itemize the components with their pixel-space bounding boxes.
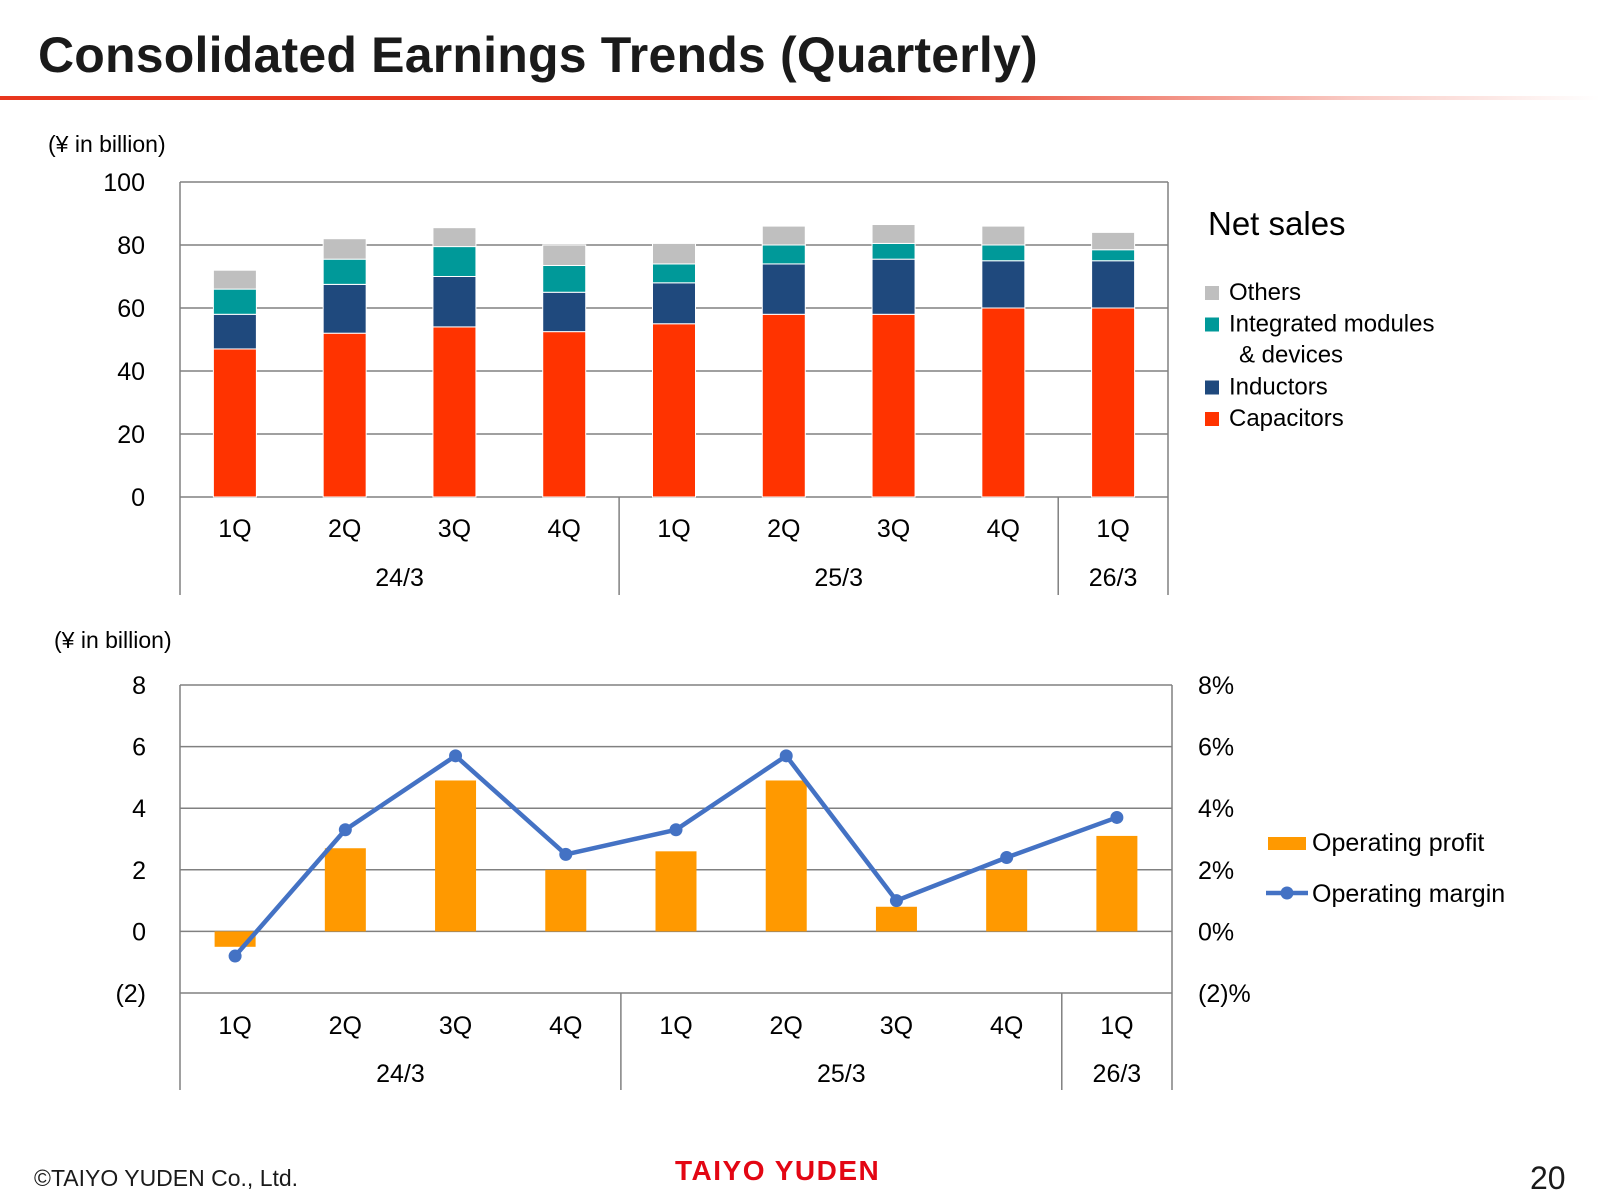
- profit-y-tick-label: 4: [132, 795, 146, 823]
- margin-point: [339, 823, 352, 836]
- company-logo: TAIYO YUDEN: [675, 1155, 880, 1187]
- margin-point: [449, 749, 462, 762]
- page-number: 20: [1530, 1160, 1566, 1197]
- profit-x-tick-label: 4Q: [549, 1012, 582, 1040]
- profit-x-tick-label: 3Q: [439, 1012, 472, 1040]
- profit-y2-tick-label: 8%: [1198, 672, 1234, 700]
- profit-bar: [766, 780, 807, 931]
- profit-legend-swatch: [1268, 837, 1306, 850]
- margin-legend-label: Operating margin: [1312, 880, 1505, 908]
- profit-bar: [435, 780, 476, 931]
- profit-unit-label: (¥ in billion): [54, 627, 172, 653]
- margin-point: [229, 950, 242, 963]
- profit-y2-tick-label: 6%: [1198, 734, 1234, 762]
- margin-point: [670, 823, 683, 836]
- profit-bar: [1096, 836, 1137, 931]
- profit-y2-tick-label: 0%: [1198, 918, 1234, 946]
- profit-bar: [986, 870, 1027, 932]
- profit-legend-label: Operating profit: [1312, 829, 1484, 857]
- profit-x-tick-label: 2Q: [770, 1012, 803, 1040]
- operating-profit-chart: (¥ in billion) (2) (2)% 0 0% 2 2% 4 4% 6 6% 8 8% 1Q 2Q…: [0, 0, 1600, 1130]
- profit-y-tick-label: 0: [132, 918, 146, 946]
- profit-bar: [325, 848, 366, 931]
- profit-x-tick-label: 1Q: [1100, 1012, 1133, 1040]
- profit-y2-tick-label: (2)%: [1198, 980, 1251, 1008]
- margin-point: [780, 749, 793, 762]
- profit-y2-tick-label: 2%: [1198, 857, 1234, 885]
- margin-point: [890, 894, 903, 907]
- profit-y-tick-label: 6: [132, 734, 146, 762]
- profit-x-tick-label: 3Q: [880, 1012, 913, 1040]
- margin-point: [1110, 811, 1123, 824]
- profit-y-tick-label: 8: [132, 672, 146, 700]
- profit-x-tick-label: 1Q: [218, 1012, 251, 1040]
- margin-legend-marker: [1281, 887, 1294, 900]
- profit-bar: [656, 851, 697, 931]
- margin-point: [1000, 851, 1013, 864]
- margin-point: [559, 848, 572, 861]
- profit-y2-tick-label: 4%: [1198, 795, 1234, 823]
- profit-group-label: 24/3: [376, 1060, 425, 1088]
- profit-x-tick-label: 1Q: [659, 1012, 692, 1040]
- profit-y-tick-label: (2): [115, 980, 146, 1008]
- profit-group-label: 26/3: [1093, 1060, 1142, 1088]
- profit-group-label: 25/3: [817, 1060, 866, 1088]
- profit-bar: [545, 870, 586, 932]
- profit-x-tick-label: 2Q: [329, 1012, 362, 1040]
- copyright-text: ©TAIYO YUDEN Co., Ltd.: [34, 1165, 298, 1192]
- profit-x-tick-label: 4Q: [990, 1012, 1023, 1040]
- profit-y-tick-label: 2: [132, 857, 146, 885]
- profit-bar: [876, 907, 917, 932]
